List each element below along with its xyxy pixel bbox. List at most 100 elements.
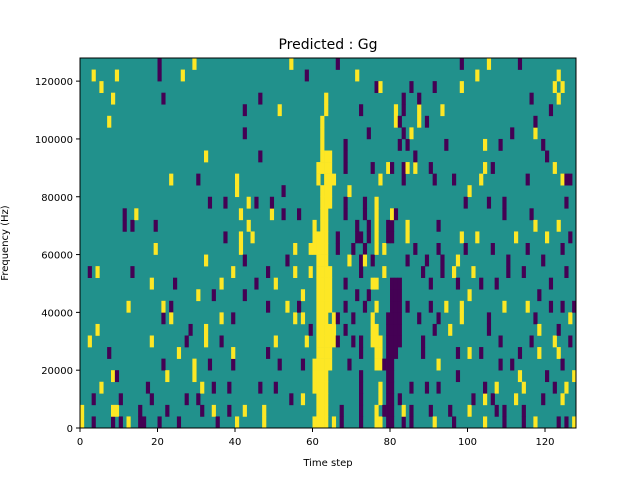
heatmap-cell — [316, 243, 321, 255]
heatmap-cell — [409, 381, 414, 394]
heatmap-cell — [490, 393, 495, 406]
heatmap-cell — [219, 335, 224, 348]
heatmap-cell — [320, 231, 325, 244]
heatmap-cell — [405, 231, 410, 244]
heatmap-cell — [483, 138, 488, 151]
heatmap-cell — [238, 243, 244, 255]
heatmap-cell — [324, 243, 329, 255]
heatmap-cell — [490, 162, 495, 174]
heatmap-cell — [374, 277, 379, 290]
heatmap-cell — [397, 300, 402, 313]
heatmap-cell — [362, 243, 368, 255]
heatmap-cell — [374, 347, 379, 359]
heatmap-cell — [320, 416, 325, 429]
heatmap-cell — [378, 335, 383, 348]
heatmap-cell — [312, 358, 317, 371]
heatmap-cell — [316, 289, 321, 302]
heatmap-cell — [173, 277, 178, 290]
heatmap-cell — [471, 393, 476, 406]
heatmap-cell — [494, 381, 499, 394]
heatmap-cell — [320, 404, 325, 417]
heatmap-cell — [231, 312, 236, 325]
heatmap-cell — [289, 393, 294, 406]
heatmap-cell — [300, 358, 306, 371]
heatmap-cell — [316, 254, 321, 267]
heatmap-cell — [370, 277, 375, 290]
heatmap-cell — [417, 92, 422, 105]
heatmap-cell — [548, 277, 554, 290]
heatmap-cell — [405, 300, 410, 313]
heatmap-cell — [118, 393, 123, 406]
heatmap-cell — [149, 335, 154, 348]
heatmap-cell — [235, 185, 240, 198]
heatmap-cell — [475, 231, 480, 244]
heatmap-cell — [440, 266, 445, 278]
y-axis-label: Frequency (Hz) — [0, 205, 11, 281]
heatmap-cell — [118, 416, 123, 429]
heatmap-cell — [405, 162, 410, 174]
heatmap-cell — [390, 347, 395, 359]
heatmap-cell — [320, 162, 325, 174]
heatmap-cell — [564, 416, 569, 429]
heatmap-cell — [138, 404, 143, 417]
heatmap-cell — [463, 243, 468, 255]
heatmap-cell — [366, 231, 371, 244]
heatmap-cell — [428, 277, 433, 290]
heatmap-cell — [324, 358, 329, 371]
heatmap-cell — [386, 416, 391, 429]
heatmap-cell — [343, 300, 348, 313]
heatmap-cell — [324, 185, 329, 198]
heatmap-cell — [514, 231, 519, 244]
heatmap-cell — [111, 416, 116, 429]
heatmap-cell — [393, 289, 399, 302]
heatmap-cell — [219, 312, 224, 325]
heatmap-cell — [324, 323, 329, 336]
heatmap-cell — [273, 277, 278, 290]
heatmap-cell — [328, 289, 333, 302]
x-tick-label: 0 — [77, 437, 83, 448]
heatmap-cell — [436, 381, 441, 394]
heatmap-cell — [142, 416, 147, 429]
heatmap-cell — [568, 335, 573, 348]
heatmap-cell — [374, 416, 379, 429]
heatmap-cell — [320, 323, 325, 336]
heatmap-cell — [312, 243, 317, 255]
heatmap-cell — [242, 254, 247, 267]
heatmap-cell — [390, 289, 395, 302]
heatmap-cell — [328, 358, 333, 371]
heatmap-cell — [320, 393, 325, 406]
heatmap-cell — [331, 323, 337, 336]
heatmap-cell — [483, 393, 488, 406]
heatmap-cell — [374, 404, 379, 417]
heatmap-cell — [235, 416, 240, 429]
heatmap-cell — [572, 300, 577, 313]
heatmap-cell — [521, 266, 526, 278]
heatmap-cell — [293, 243, 298, 255]
heatmap-cell — [161, 300, 166, 313]
heatmap-cell — [300, 312, 306, 325]
heatmap-cell — [304, 69, 309, 82]
heatmap-cell — [378, 358, 383, 371]
heatmap-cell — [316, 393, 321, 406]
heatmap-cell — [386, 231, 391, 244]
heatmap-cell — [436, 219, 441, 232]
heatmap-cell — [312, 231, 317, 244]
heatmap-cell — [424, 254, 430, 267]
heatmap-cell — [300, 393, 306, 406]
heatmap-cell — [207, 358, 213, 371]
heatmap-cell — [467, 347, 472, 359]
heatmap-cell — [99, 81, 104, 93]
heatmap-cell — [355, 69, 360, 82]
heatmap-cell — [390, 370, 395, 383]
heatmap-cell — [80, 404, 85, 417]
heatmap-cell — [386, 312, 391, 325]
heatmap-cell — [397, 138, 402, 151]
heatmap-cell — [545, 150, 550, 163]
heatmap-cell — [417, 104, 422, 117]
heatmap-cell — [351, 243, 356, 255]
heatmap-cell — [180, 69, 185, 82]
heatmap-cell — [552, 335, 557, 348]
heatmap-cell — [393, 208, 399, 221]
heatmap-cell — [397, 289, 402, 302]
